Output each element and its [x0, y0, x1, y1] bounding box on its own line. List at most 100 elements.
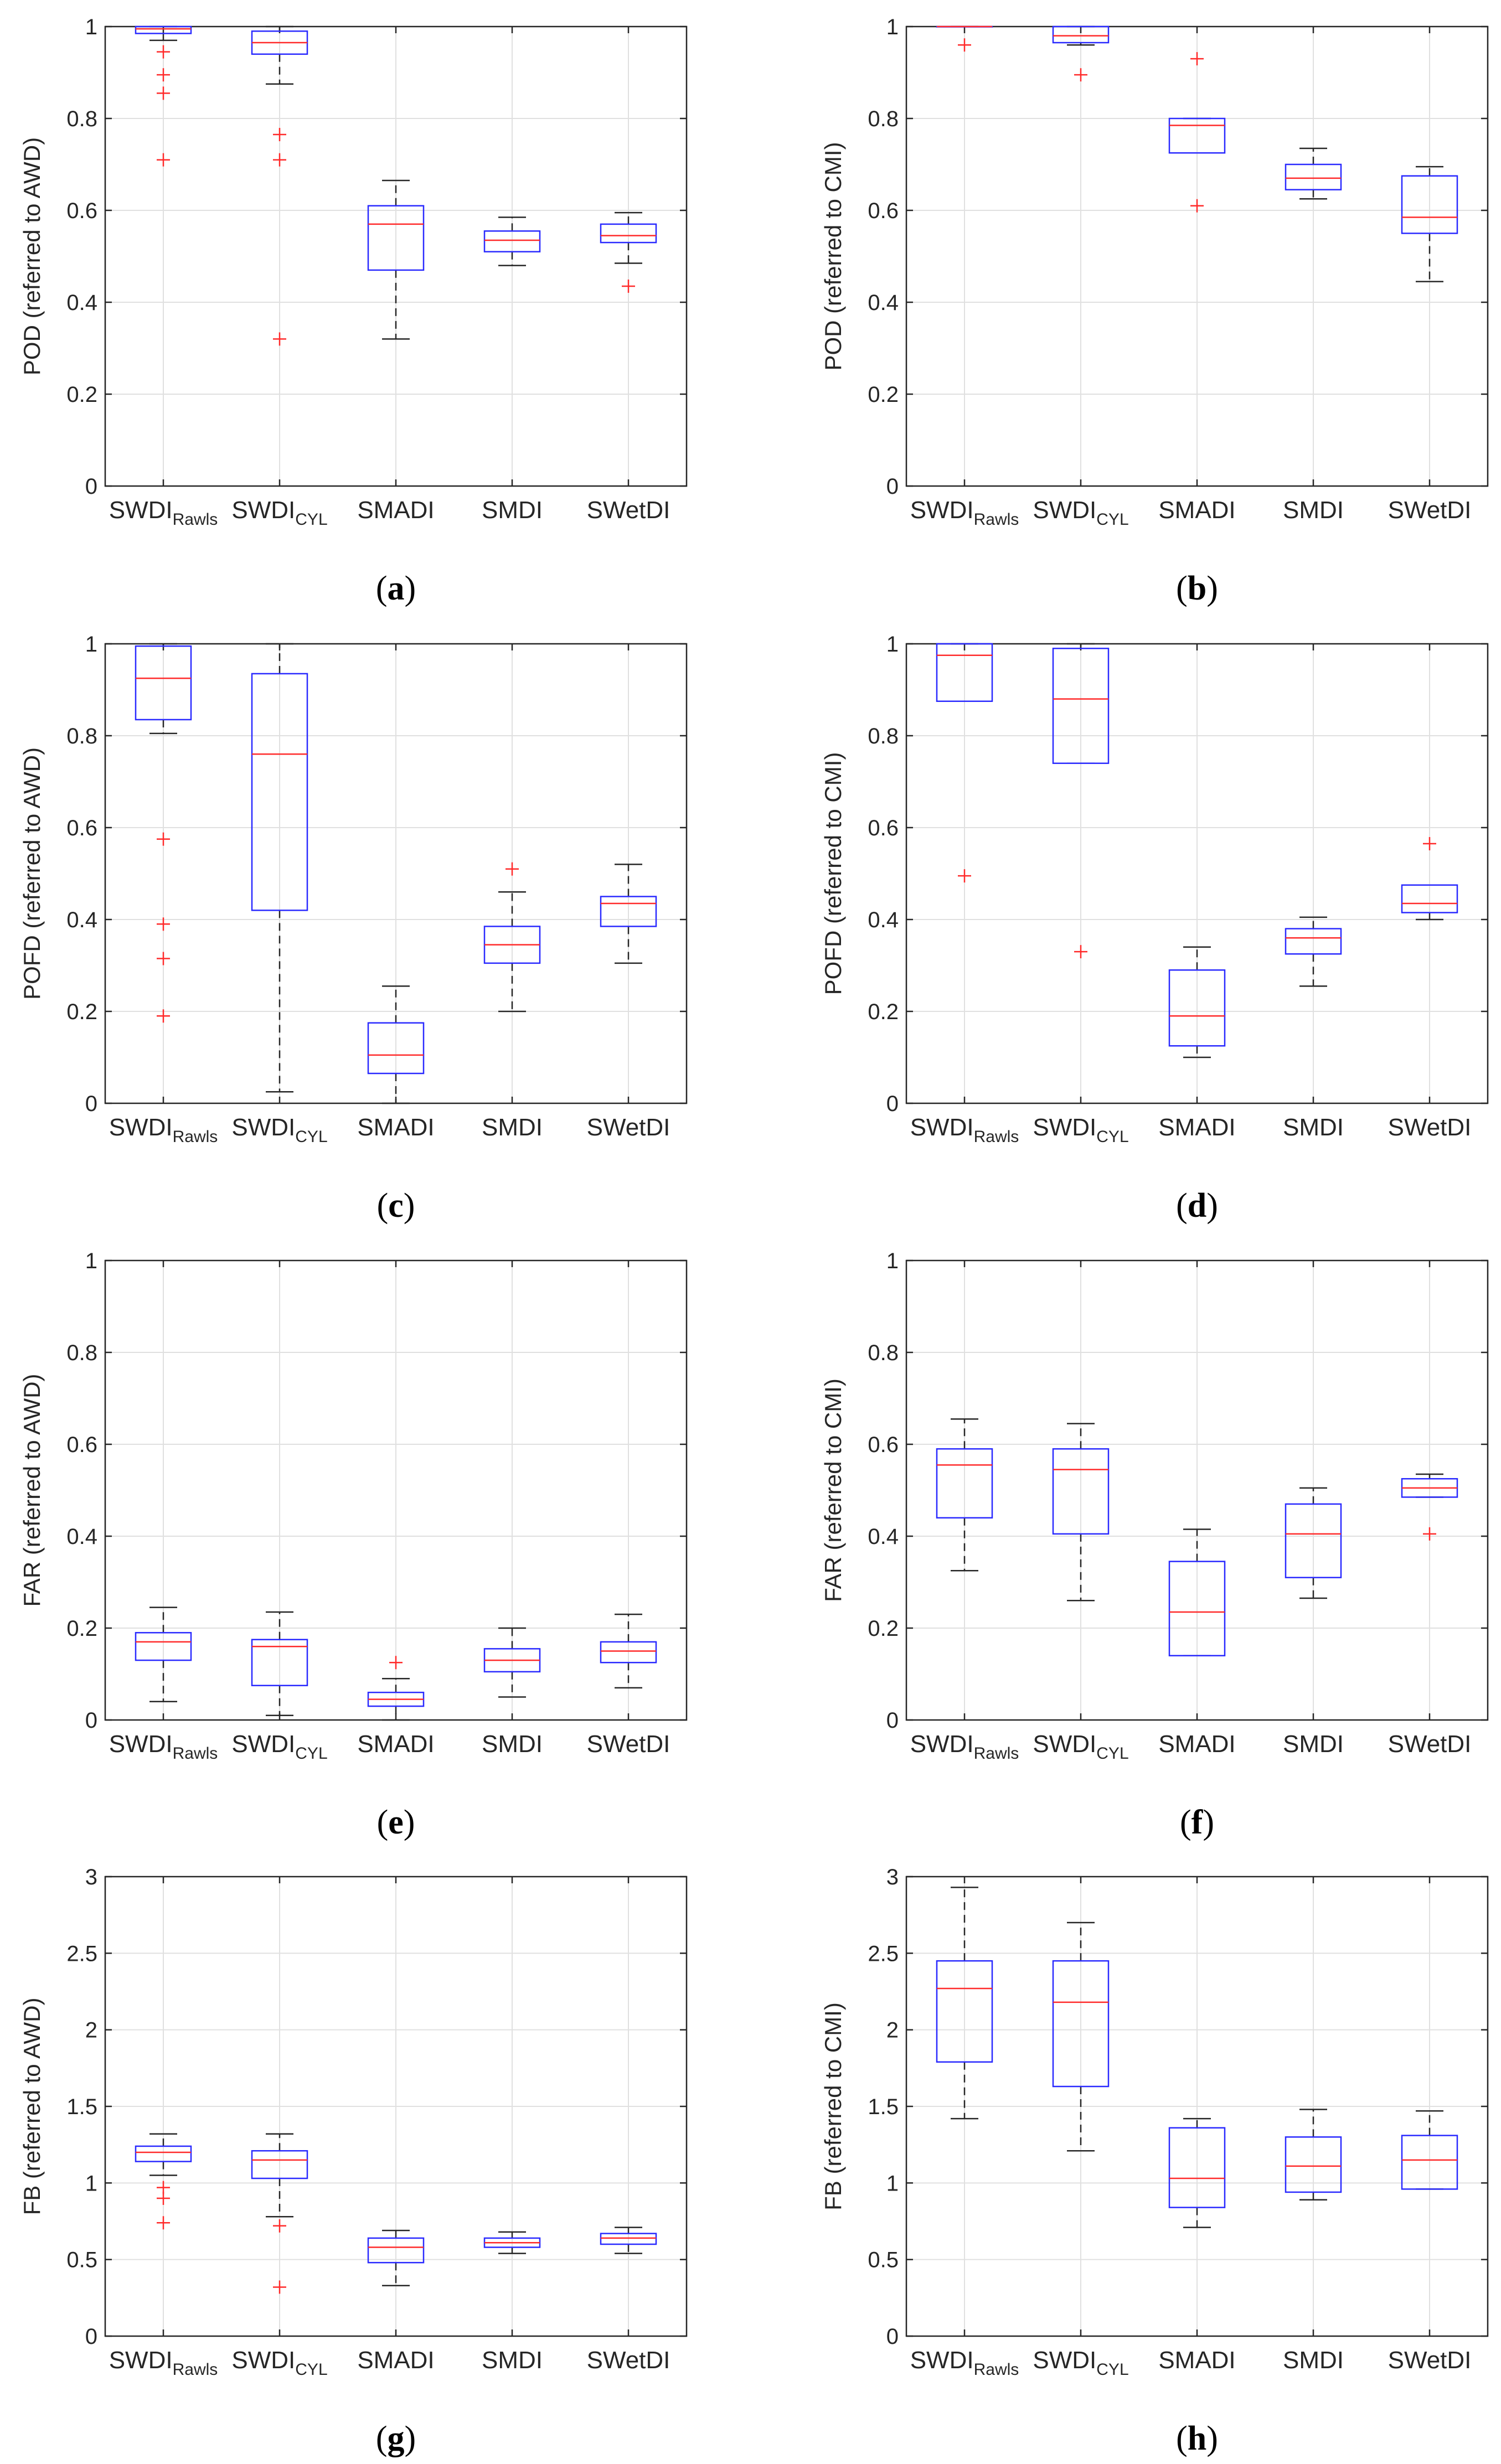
outlier-marker: [622, 279, 635, 293]
y-tick-label: 0.8: [868, 724, 899, 748]
x-category-label: SWDIRawls: [910, 1114, 1019, 1146]
y-tick-label: 1: [886, 2171, 899, 2196]
y-tick-label: 0.6: [868, 816, 899, 840]
box-iqr: [936, 1960, 993, 2063]
y-tick-label: 0: [85, 1092, 97, 1116]
y-tick-label: 1: [85, 1249, 97, 1273]
outlier-marker: [1190, 199, 1204, 213]
y-tick-label: 0.2: [66, 1000, 97, 1024]
x-category-label: SMADI: [357, 497, 434, 524]
y-tick-label: 0: [886, 2324, 899, 2349]
panel-caption: (d): [1176, 1187, 1218, 1225]
box-4: [1285, 1487, 1342, 1599]
outlier-marker: [958, 38, 971, 52]
y-tick-label: 0.2: [868, 383, 899, 407]
box-4: [483, 862, 541, 1013]
box-1: [936, 25, 993, 52]
x-category-label: SWDIRawls: [109, 497, 218, 529]
y-axis-label: FAR (referred to CMI): [820, 1378, 846, 1602]
box-iqr: [1401, 884, 1458, 913]
box-1: [135, 1606, 192, 1703]
box-3: [367, 1656, 425, 1721]
x-category-label: SMDI: [1283, 497, 1344, 524]
box-4: [483, 1627, 541, 1698]
chart-panel-d: 0 0.2 0.4 0.6 0.8 1 SWDIRawls SWDICYL SMADI SMDI S…: [820, 632, 1489, 1225]
outlier-marker: [157, 952, 170, 965]
y-axis-label: POFD (referred to CMI): [820, 752, 846, 995]
y-tick-label: 0: [886, 1708, 899, 1733]
box-4: [1285, 916, 1342, 987]
box-iqr: [1168, 969, 1226, 1047]
chart-panel-e: 0 0.2 0.4 0.6 0.8 1 SWDIRawls SWDICYL SMADI SMDI S…: [19, 1249, 688, 1841]
y-tick-label: 0.6: [868, 1433, 899, 1457]
x-category-label: SMADI: [357, 1731, 434, 1758]
box-5: [1401, 1473, 1458, 1541]
y-tick-label: 0.8: [868, 1341, 899, 1365]
outlier-marker: [157, 45, 170, 59]
box-iqr: [1052, 648, 1110, 764]
panel-caption: (h): [1176, 2420, 1218, 2457]
box-iqr: [936, 1448, 993, 1519]
x-category-label: SWDIRawls: [109, 1114, 218, 1146]
box-iqr: [600, 223, 657, 244]
box-iqr: [1052, 25, 1110, 44]
box-iqr: [1285, 2136, 1342, 2193]
box-2: [251, 643, 308, 1093]
box-1: [135, 2133, 192, 2230]
chart-panel-a: 0 0.2 0.4 0.6 0.8 1 SWDIRawls SWDICYL SMADI SMDI S…: [19, 15, 688, 607]
y-axis-label: POFD (referred to AWD): [19, 747, 45, 1000]
x-category-label: SWDIRawls: [910, 1731, 1019, 1763]
outlier-marker: [1423, 837, 1436, 851]
x-category-label: SWDICYL: [231, 2347, 327, 2379]
y-axis-label: FB (referred to CMI): [820, 2002, 846, 2210]
box-iqr: [1052, 1960, 1110, 2088]
x-category-label: SMADI: [1158, 1731, 1235, 1758]
box-iqr: [483, 230, 541, 252]
y-tick-label: 0.8: [66, 724, 97, 748]
x-category-label: SWetDI: [587, 1114, 670, 1141]
x-category-label: SMADI: [1158, 2347, 1235, 2374]
box-3: [1168, 1528, 1226, 1657]
outlier-marker: [1190, 52, 1204, 66]
x-category-label: SWetDI: [587, 497, 670, 524]
x-category-label: SWDICYL: [231, 1731, 327, 1763]
x-category-label: SWDICYL: [231, 1114, 327, 1146]
chart-panel-c: 0 0.2 0.4 0.6 0.8 1 SWDIRawls SWDICYL SMADI SMDI S…: [19, 632, 688, 1225]
x-category-label: SMDI: [482, 497, 543, 524]
y-tick-label: 1: [886, 15, 899, 39]
x-category-label: SWDICYL: [231, 497, 327, 529]
box-iqr: [1285, 163, 1342, 190]
box-5: [600, 864, 657, 964]
y-tick-label: 0.2: [868, 1616, 899, 1641]
x-category-label: SWetDI: [1388, 1731, 1472, 1758]
x-category-label: SMDI: [482, 1731, 543, 1758]
x-category-label: SWDICYL: [1033, 1731, 1128, 1763]
y-tick-label: 0.4: [868, 291, 899, 315]
y-tick-label: 3: [85, 1865, 97, 1889]
chart-panel-f: 0 0.2 0.4 0.6 0.8 1 SWDIRawls SWDICYL SMADI SMDI S…: [820, 1249, 1489, 1841]
box-4: [1285, 147, 1342, 200]
y-tick-label: 2.5: [66, 1941, 97, 1966]
x-category-label: SMDI: [1283, 1731, 1344, 1758]
x-category-label: SWetDI: [587, 2347, 670, 2374]
box-iqr: [135, 645, 192, 721]
outlier-marker: [157, 832, 170, 846]
box-5: [600, 2227, 657, 2254]
box-iqr: [1168, 2127, 1226, 2208]
box-5: [1401, 166, 1458, 282]
y-tick-label: 1.5: [868, 2095, 899, 2119]
box-3: [1168, 2117, 1226, 2228]
box-2: [1052, 1423, 1110, 1602]
outlier-marker: [1074, 68, 1087, 82]
box-iqr: [367, 1022, 425, 1075]
box-iqr: [135, 1632, 192, 1661]
y-tick-label: 0.6: [868, 199, 899, 223]
x-category-label: SMDI: [482, 2347, 543, 2374]
box-iqr: [135, 2145, 192, 2162]
box-2: [251, 2133, 308, 2294]
outlier-marker: [273, 332, 286, 346]
outlier-marker: [273, 2219, 286, 2233]
x-category-label: SMDI: [1283, 1114, 1344, 1141]
box-iqr: [1168, 117, 1226, 154]
